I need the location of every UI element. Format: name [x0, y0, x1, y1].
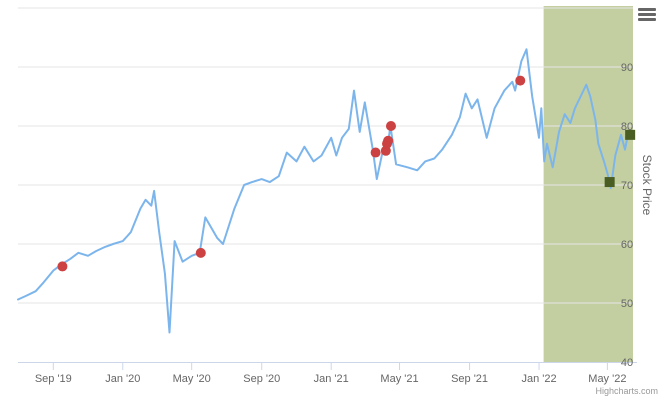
x-tick-label: Sep '19 — [35, 373, 72, 385]
plot-bands — [543, 6, 633, 362]
grid-lines — [18, 7, 633, 304]
x-tick-label: May '21 — [380, 373, 418, 385]
circle-marker[interactable] — [383, 135, 394, 146]
circle-marker[interactable] — [385, 121, 396, 131]
menu-bar — [638, 8, 656, 11]
y-tick-label: 40 — [621, 357, 633, 369]
x-tick-label: Jan '20 — [105, 373, 140, 385]
circle-marker[interactable] — [515, 75, 526, 86]
y-tick-label: 50 — [621, 298, 633, 310]
credits-link[interactable]: Highcharts.com — [595, 386, 658, 396]
square-marker[interactable] — [604, 177, 615, 188]
price-series-line — [17, 48, 629, 334]
x-axis: Sep '19 Jan '20 May '20 Sep '20 Jan '21 May '… — [18, 362, 637, 385]
x-tick-label: May '22 — [588, 373, 626, 385]
y-tick-label: 70 — [621, 180, 633, 192]
x-tick-label: Sep '21 — [451, 373, 488, 385]
plot-band — [543, 6, 633, 362]
y-tick-label: 60 — [621, 239, 633, 251]
circle-marker[interactable] — [370, 147, 381, 158]
circle-marker[interactable] — [57, 261, 68, 272]
circle-marker[interactable] — [195, 247, 206, 258]
menu-bar — [638, 13, 656, 16]
x-tick-label: Jan '22 — [521, 373, 556, 385]
hamburger-menu-icon[interactable] — [637, 8, 657, 26]
menu-bar — [638, 18, 656, 21]
x-tick-label: Jan '21 — [314, 373, 349, 385]
x-tick-label: Sep '20 — [243, 373, 280, 385]
markers-layer — [57, 75, 636, 272]
x-tick-label: May '20 — [173, 373, 211, 385]
y-tick-label: 90 — [621, 62, 633, 74]
square-marker[interactable] — [625, 129, 636, 140]
series-layer — [17, 48, 629, 334]
y-axis-title: Stock Price — [640, 155, 654, 216]
